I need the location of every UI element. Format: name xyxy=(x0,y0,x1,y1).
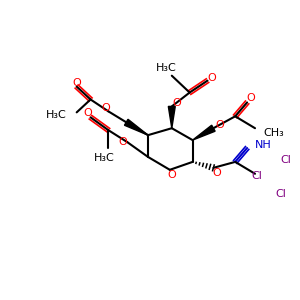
Text: O: O xyxy=(167,170,176,180)
Text: Cl: Cl xyxy=(281,155,292,165)
Text: CH₃: CH₃ xyxy=(263,128,284,138)
Text: Cl: Cl xyxy=(252,171,262,181)
Text: H₃C: H₃C xyxy=(155,63,176,73)
Text: H₃C: H₃C xyxy=(46,110,67,120)
Text: Cl: Cl xyxy=(276,189,287,199)
Text: O: O xyxy=(72,78,81,88)
Polygon shape xyxy=(168,106,175,128)
Text: O: O xyxy=(101,103,110,113)
Text: NH: NH xyxy=(255,140,272,150)
Text: O: O xyxy=(215,120,224,130)
Text: O: O xyxy=(212,168,221,178)
Polygon shape xyxy=(124,119,148,135)
Text: H₃C: H₃C xyxy=(94,153,115,163)
Text: O: O xyxy=(172,98,181,108)
Polygon shape xyxy=(193,125,215,140)
Text: O: O xyxy=(83,108,92,118)
Text: O: O xyxy=(207,73,216,83)
Text: O: O xyxy=(118,137,127,147)
Text: O: O xyxy=(247,94,255,103)
